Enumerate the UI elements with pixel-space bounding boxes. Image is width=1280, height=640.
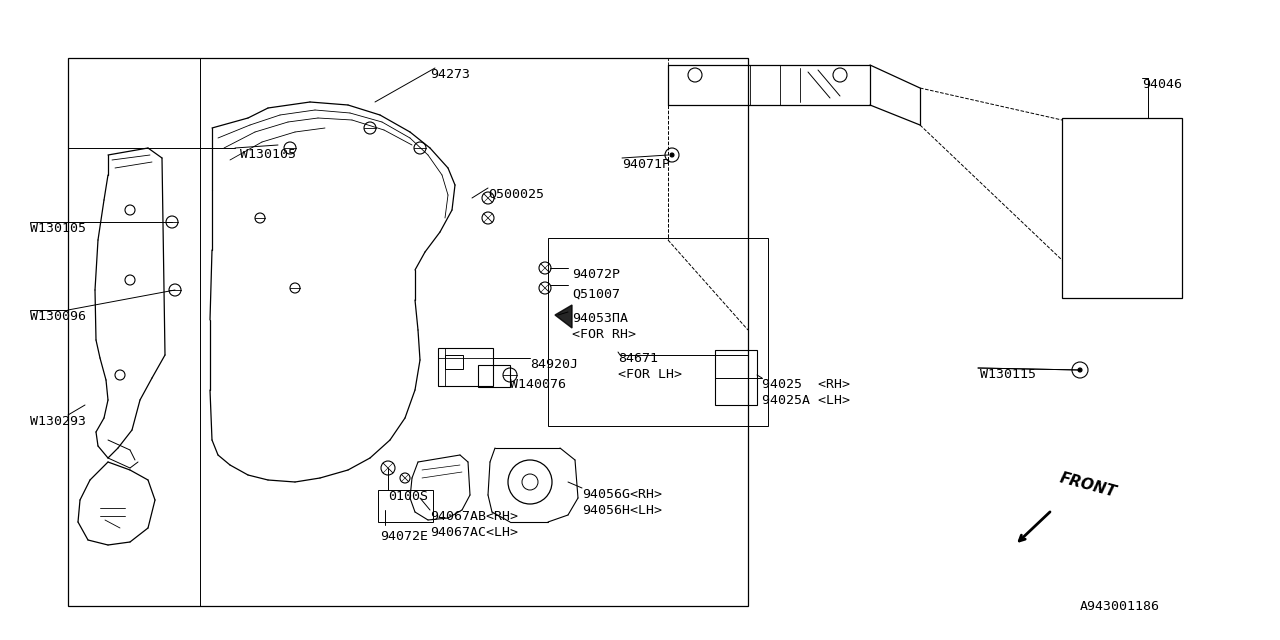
- Text: 84920J: 84920J: [530, 358, 579, 371]
- Text: 94025  <RH>: 94025 <RH>: [762, 378, 850, 391]
- Text: 94067AB<RH>: 94067AB<RH>: [430, 510, 518, 523]
- Text: W140076: W140076: [509, 378, 566, 391]
- Text: 94025A <LH>: 94025A <LH>: [762, 394, 850, 407]
- Bar: [68, 58, 748, 606]
- Text: W130115: W130115: [980, 368, 1036, 381]
- Bar: [445, 355, 463, 369]
- Circle shape: [1078, 368, 1082, 372]
- Text: W130105: W130105: [241, 148, 296, 161]
- Bar: [1062, 118, 1181, 298]
- Bar: [548, 238, 768, 426]
- Text: 94056H<LH>: 94056H<LH>: [582, 504, 662, 517]
- Bar: [378, 490, 433, 522]
- Text: 94273: 94273: [430, 68, 470, 81]
- Circle shape: [669, 153, 675, 157]
- Bar: [477, 365, 509, 387]
- Text: 0100S: 0100S: [388, 490, 428, 503]
- Bar: [716, 350, 756, 405]
- Text: 94053ΠA: 94053ΠA: [572, 312, 628, 325]
- Text: Q51007: Q51007: [572, 288, 620, 301]
- Text: W130096: W130096: [29, 310, 86, 323]
- Text: 94067AC<LH>: 94067AC<LH>: [430, 526, 518, 539]
- Text: <FOR RH>: <FOR RH>: [572, 328, 636, 341]
- Text: <FOR LH>: <FOR LH>: [618, 368, 682, 381]
- Text: 94056G<RH>: 94056G<RH>: [582, 488, 662, 501]
- Text: FRONT: FRONT: [1059, 470, 1119, 500]
- Text: 84671: 84671: [618, 352, 658, 365]
- Bar: [438, 348, 493, 386]
- Text: Q500025: Q500025: [488, 188, 544, 201]
- Polygon shape: [556, 305, 572, 328]
- Text: W130105: W130105: [29, 222, 86, 235]
- Text: 94072E: 94072E: [380, 530, 428, 543]
- Text: 94072P: 94072P: [572, 268, 620, 281]
- Text: 94046: 94046: [1142, 78, 1181, 91]
- Text: A943001186: A943001186: [1080, 600, 1160, 613]
- Text: 94071P: 94071P: [622, 158, 669, 171]
- Text: W130293: W130293: [29, 415, 86, 428]
